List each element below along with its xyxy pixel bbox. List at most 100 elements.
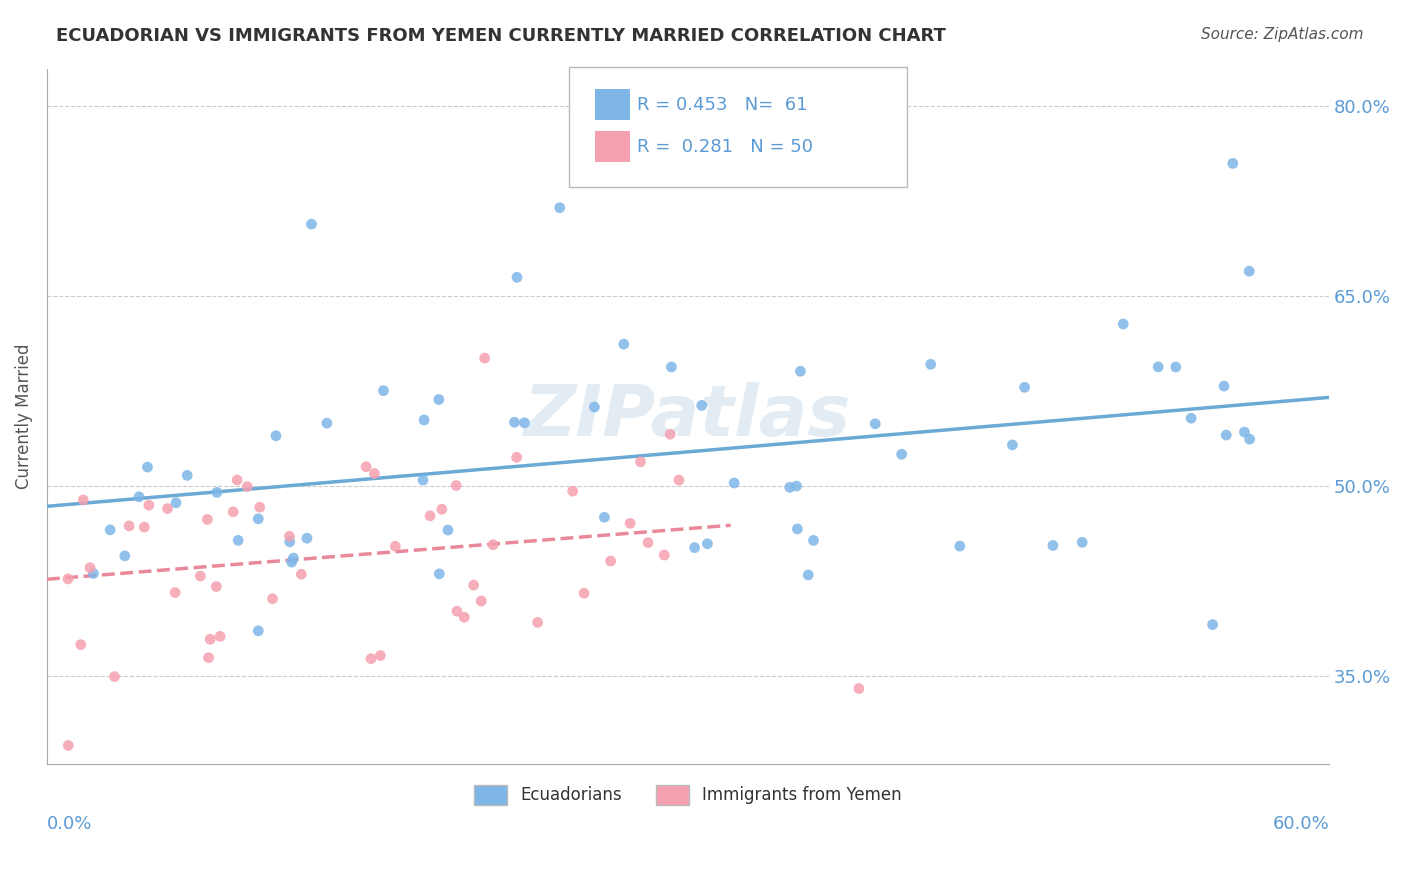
Text: 60.0%: 60.0%: [1272, 815, 1329, 833]
Point: [1014, 380, 1036, 394]
Point: [134, 520, 156, 534]
Point: [1001, 438, 1024, 452]
Point: [593, 510, 616, 524]
Point: [103, 670, 125, 684]
Point: [505, 450, 527, 465]
Point: [249, 500, 271, 515]
Point: [195, 512, 218, 526]
Point: [513, 416, 536, 430]
Point: [280, 555, 302, 569]
Point: [453, 610, 475, 624]
Point: [247, 512, 270, 526]
Point: [205, 485, 228, 500]
Point: [470, 594, 492, 608]
Point: [176, 468, 198, 483]
Point: [561, 484, 583, 499]
Point: [1215, 428, 1237, 442]
Point: [1042, 539, 1064, 553]
Text: ZIPatlas: ZIPatlas: [524, 382, 852, 451]
Point: [572, 586, 595, 600]
Point: [430, 502, 453, 516]
Point: [661, 359, 683, 374]
Point: [98, 523, 121, 537]
Point: [1180, 411, 1202, 425]
Point: [427, 392, 450, 407]
Point: [1147, 359, 1170, 374]
Point: [165, 585, 187, 599]
Point: [370, 648, 392, 663]
Point: [384, 539, 406, 553]
Point: [290, 567, 312, 582]
Point: [82, 566, 104, 581]
Point: [209, 629, 232, 643]
Point: [69, 638, 91, 652]
Point: [360, 651, 382, 665]
Point: [138, 498, 160, 512]
Point: [205, 580, 228, 594]
Point: [165, 496, 187, 510]
Point: [437, 523, 460, 537]
Point: [188, 569, 211, 583]
Point: [373, 384, 395, 398]
Point: [198, 632, 221, 647]
Point: [1233, 425, 1256, 439]
Point: [264, 429, 287, 443]
Point: [58, 739, 80, 753]
Point: [446, 604, 468, 618]
Point: [786, 522, 808, 536]
Point: [278, 529, 301, 543]
Text: R =  0.281   N = 50: R = 0.281 N = 50: [637, 138, 813, 156]
Point: [526, 615, 548, 630]
Point: [419, 508, 441, 523]
Point: [779, 480, 801, 494]
Point: [659, 427, 682, 442]
Point: [619, 516, 641, 531]
Point: [803, 533, 825, 548]
Point: [683, 541, 706, 555]
Point: [444, 478, 467, 492]
Point: [1112, 317, 1135, 331]
Point: [1201, 617, 1223, 632]
Point: [548, 201, 571, 215]
Point: [226, 533, 249, 548]
Point: [412, 473, 434, 487]
Y-axis label: Currently Married: Currently Married: [15, 343, 32, 489]
Point: [354, 459, 377, 474]
Point: [72, 492, 94, 507]
Point: [56, 572, 79, 586]
Point: [668, 473, 690, 487]
Point: [283, 551, 305, 566]
Point: [599, 554, 621, 568]
Point: [1239, 432, 1261, 446]
Point: [613, 337, 636, 351]
Point: [920, 357, 942, 371]
Point: [503, 415, 526, 429]
Point: [1237, 264, 1260, 278]
Point: [1071, 535, 1094, 549]
Point: [637, 535, 659, 549]
Text: 0.0%: 0.0%: [46, 815, 93, 833]
Point: [427, 566, 450, 581]
Point: [890, 447, 912, 461]
Point: [1222, 156, 1244, 170]
Point: [413, 413, 436, 427]
Point: [128, 490, 150, 504]
Point: [723, 475, 745, 490]
Point: [690, 399, 713, 413]
Point: [949, 539, 972, 553]
Point: [156, 501, 179, 516]
Point: [247, 624, 270, 638]
Text: Source: ZipAtlas.com: Source: ZipAtlas.com: [1201, 27, 1364, 42]
Point: [786, 479, 808, 493]
Point: [315, 416, 337, 430]
Text: ECUADORIAN VS IMMIGRANTS FROM YEMEN CURRENTLY MARRIED CORRELATION CHART: ECUADORIAN VS IMMIGRANTS FROM YEMEN CURR…: [56, 27, 946, 45]
Point: [463, 578, 485, 592]
Point: [197, 650, 219, 665]
Point: [482, 538, 505, 552]
Point: [696, 537, 718, 551]
Point: [236, 480, 259, 494]
Point: [295, 531, 318, 545]
Point: [222, 505, 245, 519]
Point: [797, 568, 820, 582]
Point: [262, 591, 284, 606]
